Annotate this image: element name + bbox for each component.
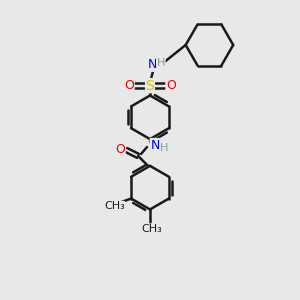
Text: CH₃: CH₃	[142, 224, 162, 234]
Text: H: H	[157, 58, 165, 68]
Text: O: O	[124, 79, 134, 92]
Text: S: S	[146, 79, 154, 93]
Text: N: N	[147, 58, 157, 71]
Text: N: N	[150, 139, 160, 152]
Text: O: O	[166, 79, 176, 92]
Text: CH₃: CH₃	[104, 202, 125, 212]
Text: O: O	[115, 142, 125, 155]
Text: H: H	[160, 143, 168, 153]
